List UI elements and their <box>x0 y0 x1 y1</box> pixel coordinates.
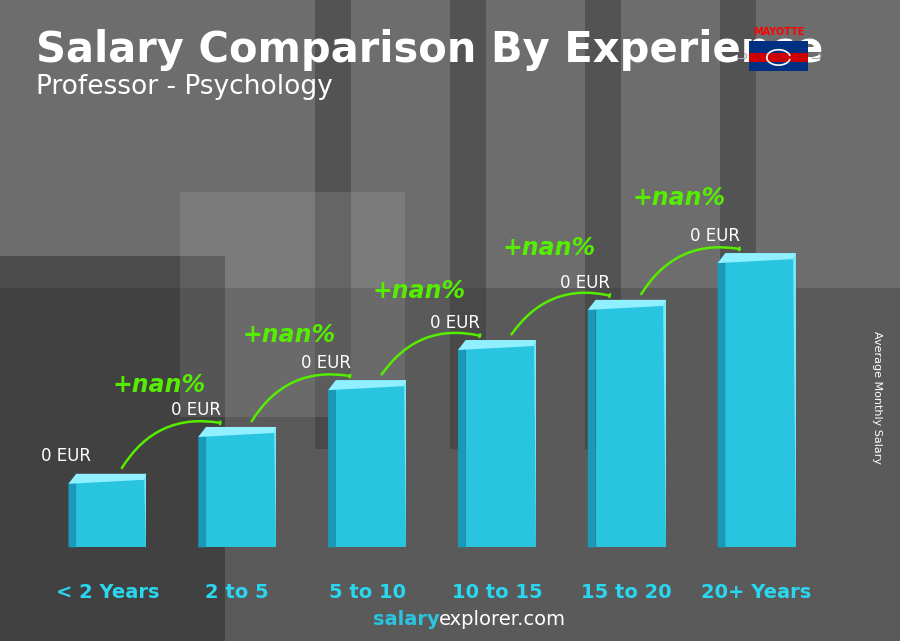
Polygon shape <box>588 300 666 310</box>
Polygon shape <box>793 253 796 547</box>
Bar <box>180 192 405 417</box>
Bar <box>0 0 900 288</box>
Text: 0 EUR: 0 EUR <box>560 274 610 292</box>
Text: +nan%: +nan% <box>502 236 596 260</box>
Bar <box>315 0 351 449</box>
Polygon shape <box>328 380 336 547</box>
Text: Professor - Psychology: Professor - Psychology <box>36 74 333 100</box>
Polygon shape <box>198 427 276 437</box>
Text: +nan%: +nan% <box>632 186 725 210</box>
FancyBboxPatch shape <box>76 474 147 547</box>
FancyBboxPatch shape <box>206 427 276 547</box>
Polygon shape <box>717 253 725 547</box>
Polygon shape <box>328 380 406 390</box>
FancyBboxPatch shape <box>749 41 808 71</box>
Text: 0 EUR: 0 EUR <box>430 313 481 331</box>
Text: Average Monthly Salary: Average Monthly Salary <box>872 331 883 464</box>
Polygon shape <box>458 340 466 547</box>
Text: explorer.com: explorer.com <box>439 610 566 629</box>
Text: 0 EUR: 0 EUR <box>301 354 350 372</box>
Bar <box>0 256 225 641</box>
Polygon shape <box>404 380 406 547</box>
Text: 0 EUR: 0 EUR <box>690 227 740 245</box>
Text: +nan%: +nan% <box>373 279 465 303</box>
FancyBboxPatch shape <box>725 253 796 547</box>
Bar <box>585 0 621 449</box>
Polygon shape <box>588 300 596 547</box>
Text: 0 EUR: 0 EUR <box>40 447 91 465</box>
Text: +nan%: +nan% <box>112 373 206 397</box>
Text: 0 EUR: 0 EUR <box>171 401 220 419</box>
Polygon shape <box>68 474 147 484</box>
Text: Salary Comparison By Experience: Salary Comparison By Experience <box>36 29 824 71</box>
Polygon shape <box>198 427 206 547</box>
Text: ᓗ: ᓗ <box>811 49 822 62</box>
Polygon shape <box>717 253 796 263</box>
Polygon shape <box>68 474 76 547</box>
Polygon shape <box>663 300 666 547</box>
Polygon shape <box>144 474 147 547</box>
Bar <box>720 0 756 449</box>
Text: MAYOTTE: MAYOTTE <box>752 27 805 37</box>
Bar <box>450 0 486 449</box>
FancyBboxPatch shape <box>596 300 666 547</box>
Text: ᓗ: ᓗ <box>735 49 746 62</box>
Polygon shape <box>534 340 535 547</box>
Text: salary: salary <box>374 610 440 629</box>
FancyBboxPatch shape <box>336 380 406 547</box>
Polygon shape <box>458 340 536 350</box>
Bar <box>749 53 808 62</box>
Text: +nan%: +nan% <box>243 322 336 347</box>
Polygon shape <box>274 427 276 547</box>
FancyBboxPatch shape <box>466 340 536 547</box>
